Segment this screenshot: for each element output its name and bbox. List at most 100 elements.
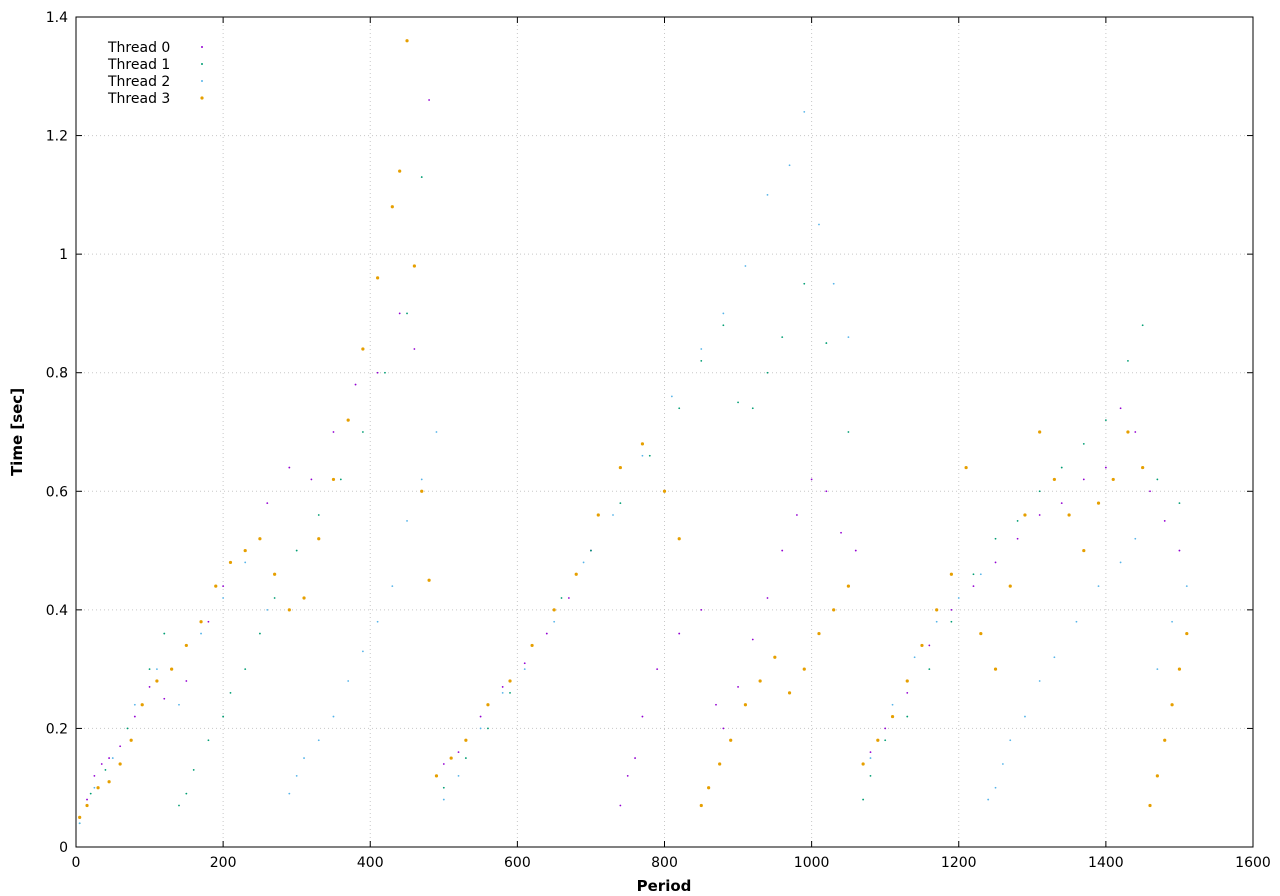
data-point — [979, 631, 983, 636]
y-tick-label: 0.8 — [46, 366, 68, 382]
data-point — [1097, 585, 1100, 588]
data-point — [96, 786, 100, 790]
data-point — [391, 585, 394, 588]
data-point — [906, 691, 909, 694]
data-point — [847, 336, 850, 339]
data-point — [707, 786, 711, 790]
data-point — [354, 383, 357, 386]
data-point — [108, 757, 111, 759]
data-point — [972, 573, 975, 576]
data-point — [163, 632, 166, 635]
data-point — [302, 596, 306, 600]
data-point — [449, 756, 453, 760]
data-point — [590, 549, 592, 552]
data-point — [641, 715, 644, 718]
data-point — [618, 465, 622, 470]
data-point — [317, 537, 321, 541]
legend-label: Thread 3 — [107, 91, 170, 107]
data-point — [626, 774, 629, 777]
data-point — [464, 738, 468, 742]
legend-marker — [200, 96, 204, 100]
data-point — [964, 465, 968, 470]
data-point — [406, 520, 408, 522]
data-point — [192, 769, 195, 771]
data-point — [567, 597, 570, 599]
data-point — [487, 727, 489, 730]
data-point — [118, 762, 122, 766]
data-point — [199, 620, 203, 624]
data-point — [100, 763, 103, 765]
data-point — [508, 679, 512, 683]
data-point — [361, 347, 365, 351]
data-point — [398, 312, 401, 315]
data-point — [273, 597, 276, 599]
data-point — [1082, 548, 1086, 553]
data-point — [1038, 490, 1041, 493]
y-tick-label: 0.6 — [46, 484, 68, 500]
data-point — [420, 478, 423, 481]
data-point — [1149, 490, 1151, 493]
data-point — [818, 223, 820, 226]
data-point — [170, 667, 174, 671]
data-point — [640, 442, 645, 446]
data-point — [1155, 774, 1159, 778]
data-point — [398, 169, 402, 173]
data-point — [442, 763, 445, 765]
data-point — [222, 597, 225, 599]
data-point — [126, 727, 129, 730]
data-point — [1096, 501, 1101, 505]
data-point — [229, 691, 232, 694]
data-point — [766, 597, 769, 599]
data-point — [259, 632, 261, 635]
data-point — [1060, 502, 1063, 505]
data-point — [619, 502, 622, 505]
data-point — [479, 715, 482, 718]
data-point — [906, 715, 909, 718]
data-point — [119, 745, 122, 748]
series-3 — [78, 39, 1189, 819]
y-tick-label: 0.4 — [46, 603, 68, 619]
data-point — [722, 312, 725, 315]
data-point — [781, 549, 784, 552]
data-point — [678, 632, 681, 635]
data-point — [677, 537, 681, 541]
data-point — [486, 703, 490, 707]
data-point — [913, 656, 916, 659]
data-point — [427, 578, 431, 582]
data-point — [773, 655, 777, 659]
data-point — [457, 751, 460, 754]
data-point — [766, 193, 769, 196]
y-tick-label: 1.4 — [46, 10, 68, 26]
data-point — [185, 680, 188, 682]
data-point — [846, 584, 851, 588]
data-point — [972, 585, 975, 588]
data-point — [700, 608, 703, 611]
data-point — [737, 686, 739, 688]
data-point — [1156, 478, 1159, 481]
data-point — [1075, 620, 1078, 623]
data-point — [288, 466, 291, 469]
data-point — [994, 561, 997, 564]
data-point — [413, 348, 416, 350]
data-point — [950, 608, 953, 611]
data-point — [825, 342, 828, 344]
data-point — [133, 715, 136, 718]
x-tick-label: 1200 — [941, 855, 977, 871]
data-point — [612, 514, 614, 516]
data-point — [214, 584, 218, 588]
data-point — [1134, 537, 1137, 540]
data-point — [803, 110, 806, 113]
data-point — [957, 597, 960, 599]
data-point — [185, 792, 188, 795]
data-point — [1185, 585, 1188, 588]
data-point — [390, 205, 394, 209]
data-point — [464, 757, 467, 759]
data-point — [648, 454, 651, 457]
y-tick-label: 1 — [59, 247, 68, 263]
data-point — [817, 631, 821, 636]
data-point — [634, 757, 636, 759]
data-point — [163, 697, 166, 700]
data-point — [722, 324, 725, 327]
data-point — [207, 620, 210, 623]
